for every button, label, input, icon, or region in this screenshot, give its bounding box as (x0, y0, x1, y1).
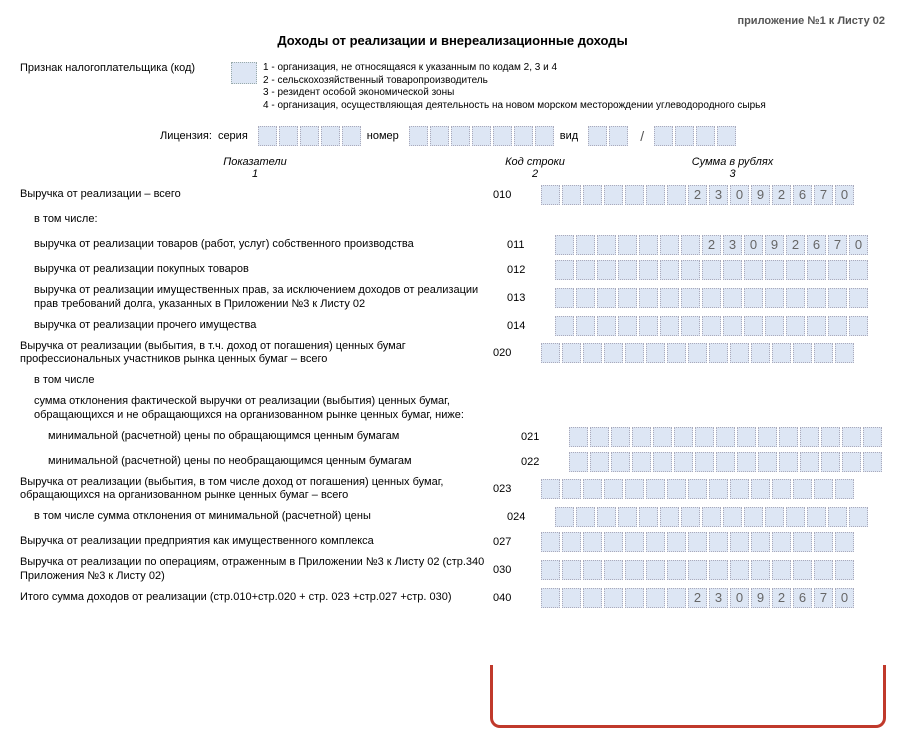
row-description: минимальной (расчетной) цены по обращающ… (20, 430, 521, 444)
row-value[interactable] (541, 560, 885, 580)
form-row: выручка от реализации прочего имущества0… (20, 315, 885, 337)
row-description: выручка от реализации покупных товаров (20, 263, 507, 277)
form-row: Выручка от реализации предприятия как им… (20, 531, 885, 553)
row-value[interactable] (555, 260, 885, 280)
row-description: Выручка от реализации предприятия как им… (20, 535, 493, 549)
row-description: выручка от реализации товаров (работ, ус… (20, 238, 507, 252)
row-code: 022 (521, 456, 569, 468)
row-description: в том числе: (20, 213, 507, 227)
license-series-input[interactable] (258, 126, 363, 146)
form-row: выручка от реализации покупных товаров01… (20, 259, 885, 281)
row-code: 030 (493, 564, 541, 576)
column-headers: Показатели1 Код строки2 Сумма в рублях3 (20, 156, 885, 180)
license-type-a-input[interactable] (588, 126, 630, 146)
license-number-input[interactable] (409, 126, 556, 146)
row-value[interactable] (541, 532, 885, 552)
form-row: сумма отклонения фактической выручки от … (20, 395, 885, 423)
row-code: 023 (493, 483, 541, 495)
row-description: минимальной (расчетной) цены по необраща… (20, 455, 521, 469)
row-value[interactable] (555, 288, 885, 308)
license-type-label: вид (560, 130, 578, 142)
row-value[interactable] (569, 427, 885, 447)
row-value[interactable] (555, 316, 885, 336)
form-title: Доходы от реализации и внереализационные… (20, 33, 885, 48)
form-row: Выручка от реализации – всего01023092670 (20, 184, 885, 206)
col-num-3: 3 (729, 168, 735, 180)
license-series-label: серия (218, 130, 248, 142)
taxpayer-section: Признак налогоплательщика (код) 1 - орга… (20, 62, 885, 112)
col-num-2: 2 (532, 168, 538, 180)
form-row: минимальной (расчетной) цены по обращающ… (20, 426, 885, 448)
row-code: 014 (507, 320, 555, 332)
row-value[interactable] (569, 452, 885, 472)
license-number-label: номер (367, 130, 399, 142)
col-header-sum: Сумма в рублях (692, 156, 773, 168)
form-row: минимальной (расчетной) цены по необраща… (20, 451, 885, 473)
col-header-indicators: Показатели (223, 156, 287, 168)
col-num-1: 1 (252, 168, 258, 180)
row-description: Выручка от реализации (выбытия, в т.ч. д… (20, 340, 493, 368)
row-code: 010 (493, 189, 541, 201)
row-description: Выручка от реализации (выбытия, в том чи… (20, 476, 493, 504)
row-description: выручка от реализации прочего имущества (20, 319, 507, 333)
row-description: Выручка от реализации – всего (20, 188, 493, 202)
row-value[interactable]: 23092670 (541, 185, 885, 205)
taxpayer-code-input[interactable] (231, 62, 257, 84)
form-rows: Выручка от реализации – всего01023092670… (20, 184, 885, 609)
row-description: Итого сумма доходов от реализации (стр.0… (20, 591, 493, 605)
row-code: 027 (493, 536, 541, 548)
row-value[interactable]: 23092670 (541, 588, 885, 608)
form-row: в том числе (20, 370, 885, 392)
row-value[interactable] (541, 479, 885, 499)
slash-separator: / (634, 126, 650, 146)
row-value[interactable] (555, 507, 885, 527)
taxpayer-label: Признак налогоплательщика (код) (20, 62, 225, 74)
form-row: выручка от реализации имущественных прав… (20, 284, 885, 312)
row-code: 021 (521, 431, 569, 443)
form-row: в том числе сумма отклонения от минималь… (20, 506, 885, 528)
row-code: 013 (507, 292, 555, 304)
form-row: Итого сумма доходов от реализации (стр.0… (20, 587, 885, 609)
form-row: Выручка от реализации (выбытия, в том чи… (20, 476, 885, 504)
form-row: Выручка от реализации (выбытия, в т.ч. д… (20, 340, 885, 368)
row-value[interactable]: 23092670 (555, 235, 885, 255)
codes-description: 1 - организация, не относящаяся к указан… (263, 62, 766, 112)
form-row: Выручка от реализации по операциям, отра… (20, 556, 885, 584)
col-header-code: Код строки (505, 156, 565, 168)
row-description: Выручка от реализации по операциям, отра… (20, 556, 493, 584)
highlight-annotation (490, 665, 886, 728)
form-row: в том числе: (20, 209, 885, 231)
row-description: сумма отклонения фактической выручки от … (20, 395, 507, 423)
row-description: в том числе сумма отклонения от минималь… (20, 510, 507, 524)
license-row: Лицензия: серия номер вид / (20, 126, 885, 146)
row-code: 012 (507, 264, 555, 276)
row-value[interactable] (541, 343, 885, 363)
attachment-label: приложение №1 к Листу 02 (20, 15, 885, 27)
row-code: 024 (507, 511, 555, 523)
row-description: в том числе (20, 374, 507, 388)
row-code: 040 (493, 592, 541, 604)
license-label: Лицензия: (160, 130, 212, 142)
form-row: выручка от реализации товаров (работ, ус… (20, 234, 885, 256)
row-code: 020 (493, 347, 541, 359)
row-code: 011 (507, 239, 555, 251)
row-description: выручка от реализации имущественных прав… (20, 284, 507, 312)
license-type-b-input[interactable] (654, 126, 738, 146)
